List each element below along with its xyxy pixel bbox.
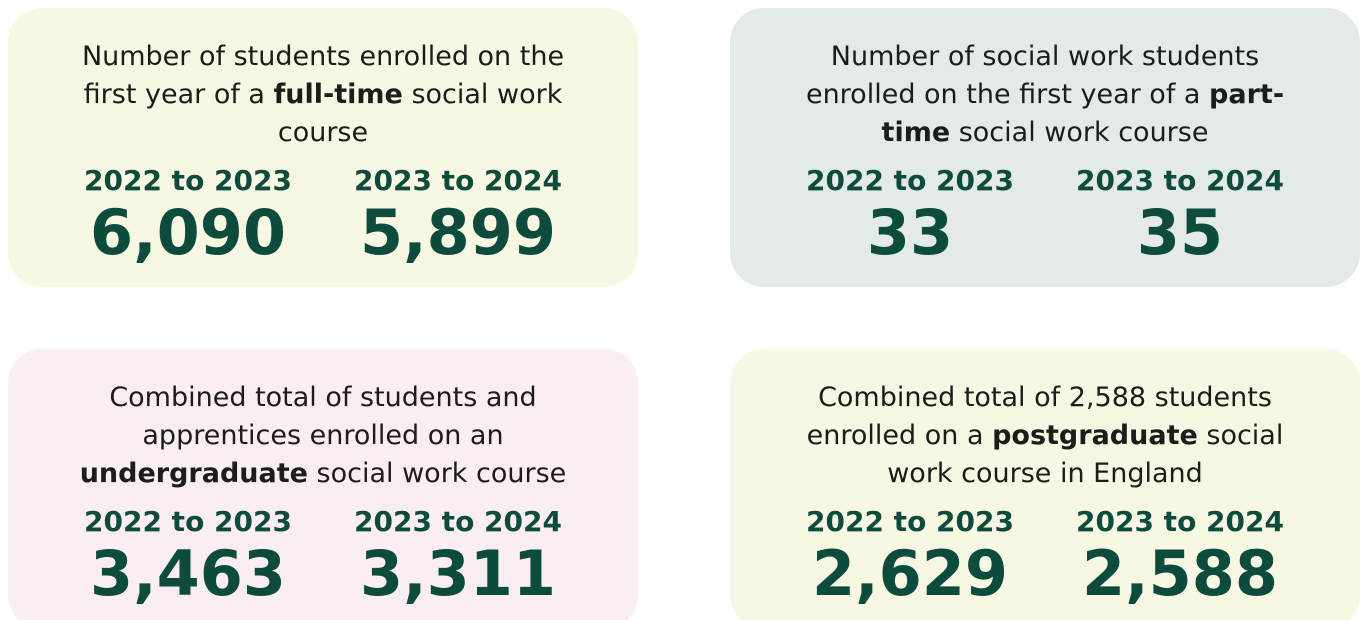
stat: 2023 to 2024 35 xyxy=(1045,164,1315,268)
period-label: 2023 to 2024 xyxy=(354,505,562,538)
stat: 2022 to 2023 3,463 xyxy=(53,505,323,609)
stat-value: 33 xyxy=(866,196,954,269)
stat: 2023 to 2024 3,311 xyxy=(323,505,593,609)
stat: 2022 to 2023 6,090 xyxy=(53,164,323,268)
description-text: Number of students enrolled on the first… xyxy=(81,41,565,110)
emphasis: part-time xyxy=(881,79,1285,148)
period-label: 2023 to 2024 xyxy=(1076,164,1284,197)
description-text: Number of social work students enrolled … xyxy=(805,41,1260,110)
emphasis: full-time xyxy=(273,79,403,110)
card-description: Number of social work students enrolled … xyxy=(780,38,1310,152)
stat-value: 2,629 xyxy=(811,537,1009,610)
stat-value: 5,899 xyxy=(359,196,557,269)
stat-card: Number of students enrolled on the first… xyxy=(8,8,638,287)
stat-card: Combined total of students and apprentic… xyxy=(8,349,638,620)
stat: 2023 to 2024 2,588 xyxy=(1045,505,1315,609)
card-description: Combined total of students and apprentic… xyxy=(58,379,588,493)
stat: 2022 to 2023 2,629 xyxy=(775,505,1045,609)
stats-row: 2022 to 2023 2,629 2023 to 2024 2,588 xyxy=(730,505,1360,609)
stat-value: 6,090 xyxy=(89,196,287,269)
stat-card: Number of social work students enrolled … xyxy=(730,8,1360,287)
stat-value: 3,463 xyxy=(89,537,287,610)
stats-row: 2022 to 2023 3,463 2023 to 2024 3,311 xyxy=(8,505,638,609)
stats-row: 2022 to 2023 33 2023 to 2024 35 xyxy=(730,164,1360,268)
period-label: 2022 to 2023 xyxy=(806,505,1014,538)
description-text: social work course xyxy=(950,117,1209,148)
period-label: 2022 to 2023 xyxy=(84,505,292,538)
stat-value: 35 xyxy=(1136,196,1224,269)
stat: 2022 to 2023 33 xyxy=(775,164,1045,268)
description-text: Combined total of students and apprentic… xyxy=(109,382,537,451)
description-text: social work course xyxy=(307,458,567,489)
card-description: Number of students enrolled on the first… xyxy=(58,38,588,152)
description-text: social work course in England xyxy=(887,420,1284,489)
card-description: Combined total of 2,588 students enrolle… xyxy=(780,379,1310,493)
period-label: 2023 to 2024 xyxy=(1076,505,1284,538)
stat-value: 3,311 xyxy=(359,537,557,610)
stat: 2023 to 2024 5,899 xyxy=(323,164,593,268)
period-label: 2022 to 2023 xyxy=(806,164,1014,197)
stat-card: Combined total of 2,588 students enrolle… xyxy=(730,349,1360,620)
stat-value: 2,588 xyxy=(1081,537,1279,610)
emphasis: undergraduate xyxy=(79,458,308,489)
period-label: 2023 to 2024 xyxy=(354,164,562,197)
stats-row: 2022 to 2023 6,090 2023 to 2024 5,899 xyxy=(8,164,638,268)
description-text: Combined total of 2,588 students enrolle… xyxy=(806,382,1272,451)
emphasis: postgraduate xyxy=(992,420,1198,451)
description-text: social work course xyxy=(277,79,563,148)
period-label: 2022 to 2023 xyxy=(84,164,292,197)
